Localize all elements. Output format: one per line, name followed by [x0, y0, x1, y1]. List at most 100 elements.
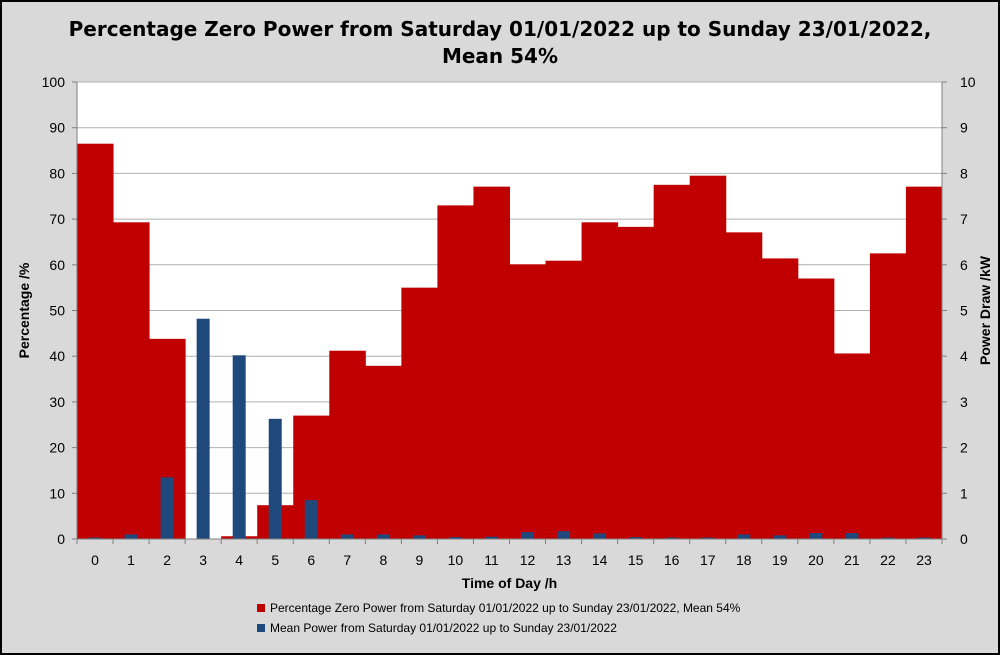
- legend-item-zero-power: Percentage Zero Power from Saturday 01/0…: [257, 598, 740, 618]
- y-tick-label-right: 3: [960, 394, 968, 410]
- y-tick-label-left: 0: [57, 531, 65, 547]
- x-tick-label: 12: [520, 552, 536, 568]
- y-tick-label-left: 60: [49, 257, 65, 273]
- y-tick-label-right: 9: [960, 120, 968, 136]
- x-tick-label: 7: [343, 552, 351, 568]
- bar-zero-power-13: [545, 260, 583, 539]
- bar-mean-power-8: [376, 534, 390, 539]
- chart-title: Percentage Zero Power from Saturday 01/0…: [2, 16, 998, 70]
- y-tick-label-left: 80: [49, 165, 65, 181]
- legend-swatch-mean-power: [257, 624, 265, 632]
- y-axis-title-left: Percentage /%: [16, 262, 32, 358]
- bar-zero-power-21: [833, 353, 871, 539]
- bar-mean-power-6: [304, 500, 318, 539]
- x-tick-label: 22: [880, 552, 896, 568]
- y-tick-label-right: 5: [960, 303, 968, 319]
- bar-zero-power-0: [77, 143, 114, 539]
- bar-mean-power-1: [124, 534, 138, 539]
- legend-swatch-zero-power: [257, 604, 265, 612]
- bar-mean-power-5: [268, 418, 282, 539]
- y-tick-label-right: 2: [960, 440, 968, 456]
- bar-mean-power-10: [448, 537, 462, 539]
- bar-zero-power-9: [401, 287, 438, 539]
- x-tick-label: 5: [271, 552, 279, 568]
- bar-mean-power-18: [737, 534, 751, 539]
- bar-mean-power-2: [160, 477, 174, 539]
- bar-zero-power-14: [581, 222, 619, 539]
- bar-mean-power-20: [809, 533, 823, 539]
- legend-label-zero-power: Percentage Zero Power from Saturday 01/0…: [270, 601, 741, 615]
- y-tick-label-right: 10: [960, 74, 976, 90]
- y-tick-label-left: 40: [49, 348, 65, 364]
- bar-mean-power-3: [196, 318, 210, 539]
- y-tick-label-left: 70: [49, 211, 65, 227]
- bar-zero-power-23: [905, 186, 943, 539]
- y-tick-label-left: 100: [42, 74, 66, 90]
- bar-mean-power-7: [340, 534, 354, 539]
- x-tick-label: 8: [379, 552, 387, 568]
- x-tick-label: 4: [235, 552, 243, 568]
- bar-zero-power-15: [617, 226, 655, 539]
- y-tick-label-left: 20: [49, 440, 65, 456]
- bar-mean-power-15: [629, 537, 643, 539]
- bar-mean-power-21: [845, 533, 859, 539]
- x-tick-label: 0: [91, 552, 99, 568]
- legend: Percentage Zero Power from Saturday 01/0…: [257, 598, 740, 638]
- bar-mean-power-22: [881, 537, 895, 539]
- x-tick-label: 21: [844, 552, 860, 568]
- bar-zero-power-18: [725, 232, 763, 539]
- bar-mean-power-16: [665, 537, 679, 539]
- chart-title-line1: Percentage Zero Power from Saturday 01/0…: [68, 17, 932, 41]
- bar-zero-power-12: [509, 264, 547, 539]
- x-tick-label: 14: [592, 552, 608, 568]
- x-axis-title: Time of Day /h: [462, 575, 557, 591]
- y-tick-label-left: 30: [49, 394, 65, 410]
- x-tick-label: 1: [127, 552, 135, 568]
- bar-mean-power-23: [917, 537, 931, 539]
- bar-zero-power-17: [689, 175, 727, 539]
- y-tick-label-left: 10: [49, 485, 65, 501]
- bar-zero-power-8: [365, 365, 402, 539]
- bar-mean-power-17: [701, 537, 715, 539]
- x-tick-label: 11: [484, 552, 499, 568]
- bar-mean-power-4: [232, 355, 246, 539]
- x-tick-label: 2: [163, 552, 171, 568]
- x-tick-label: 17: [700, 552, 716, 568]
- y-tick-label-left: 90: [49, 120, 65, 136]
- bar-zero-power-11: [473, 186, 510, 539]
- bar-zero-power-10: [437, 205, 474, 539]
- bar-zero-power-1: [113, 222, 150, 539]
- bar-mean-power-9: [412, 535, 426, 539]
- x-tick-label: 23: [916, 552, 932, 568]
- chart-title-line2: Mean 54%: [441, 44, 559, 68]
- bar-zero-power-19: [761, 258, 799, 539]
- x-tick-label: 9: [415, 552, 423, 568]
- legend-label-mean-power: Mean Power from Saturday 01/01/2022 up t…: [270, 621, 617, 635]
- y-tick-label-right: 1: [960, 485, 968, 501]
- x-tick-label: 20: [808, 552, 824, 568]
- y-tick-label-right: 7: [960, 211, 968, 227]
- bar-mean-power-14: [593, 533, 607, 539]
- bar-zero-power-22: [869, 253, 907, 539]
- y-tick-label-right: 4: [960, 348, 968, 364]
- bar-mean-power-11: [484, 536, 498, 539]
- bar-zero-power-16: [653, 184, 691, 539]
- y-tick-label-left: 50: [49, 303, 65, 319]
- x-tick-label: 10: [448, 552, 464, 568]
- y-axis-title-right: Power Draw /kW: [977, 255, 993, 365]
- x-tick-label: 19: [772, 552, 788, 568]
- x-tick-label: 18: [736, 552, 752, 568]
- legend-item-mean-power: Mean Power from Saturday 01/01/2022 up t…: [257, 618, 740, 638]
- x-tick-label: 6: [307, 552, 315, 568]
- x-tick-label: 15: [628, 552, 644, 568]
- x-tick-label: 3: [199, 552, 207, 568]
- bar-mean-power-0: [88, 537, 102, 539]
- y-tick-label-right: 6: [960, 257, 968, 273]
- bar-zero-power-20: [797, 278, 835, 539]
- bar-mean-power-12: [521, 532, 535, 539]
- y-tick-label-right: 8: [960, 165, 968, 181]
- bar-zero-power-7: [329, 350, 366, 539]
- bar-mean-power-19: [773, 535, 787, 539]
